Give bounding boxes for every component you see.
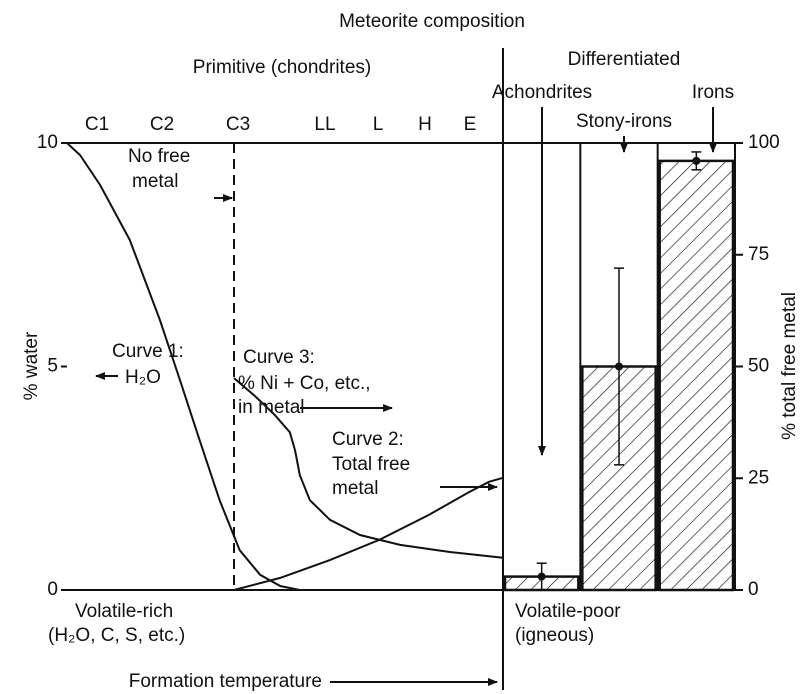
class-label: H — [418, 114, 432, 135]
y-tick-label: 5 — [47, 356, 58, 377]
annotation: metal — [132, 171, 178, 192]
curve-label: % Ni + Co, etc., — [238, 373, 371, 394]
subtitle: Primitive (chondrites) — [193, 57, 371, 78]
mean-point — [615, 362, 623, 371]
class-label: C3 — [226, 114, 250, 135]
y2-tick-label: 25 — [748, 467, 769, 488]
curve-label: in metal — [238, 397, 305, 418]
curve-label: Curve 3: — [243, 347, 315, 368]
curve-label: Curve 1: — [112, 341, 184, 362]
y2-tick-label: 0 — [748, 579, 759, 600]
bar — [658, 159, 735, 592]
class-label: E — [464, 114, 477, 135]
annotation: Volatile-rich — [75, 601, 173, 622]
curve-label: H₂O — [125, 367, 161, 388]
y2-tick-label: 100 — [748, 132, 780, 153]
curve-label: Curve 2: — [332, 429, 404, 450]
y2-tick-label: 75 — [748, 244, 769, 265]
title: Meteorite composition — [339, 11, 525, 32]
curve — [66, 142, 300, 591]
category-label: Achondrites — [492, 82, 592, 103]
annotation: (H₂O, C, S, etc.) — [48, 625, 185, 646]
class-label: C2 — [150, 114, 174, 135]
curve — [233, 476, 504, 591]
category-label: Stony-irons — [576, 111, 672, 132]
y2-tick-label: 50 — [748, 356, 769, 377]
curve-label: metal — [332, 478, 378, 499]
class-label: C1 — [85, 114, 109, 135]
y-axis-label: % water — [21, 331, 42, 400]
y-tick-label: 10 — [37, 132, 58, 153]
category-label: Irons — [692, 82, 734, 103]
class-label: LL — [314, 114, 335, 135]
annotation: Volatile-poor — [515, 601, 621, 622]
y2-axis-label: % total free metal — [779, 292, 800, 440]
class-label: L — [373, 114, 384, 135]
bar-title: Differentiated — [568, 49, 681, 70]
x-axis-label: Formation temperature — [129, 671, 322, 692]
annotation: (igneous) — [515, 625, 594, 646]
y-tick-label: 0 — [47, 579, 58, 600]
mean-point — [692, 156, 701, 165]
curve-label: Total free — [332, 454, 410, 475]
curve — [233, 377, 504, 559]
mean-point — [537, 572, 546, 581]
annotation: No free — [128, 146, 190, 167]
